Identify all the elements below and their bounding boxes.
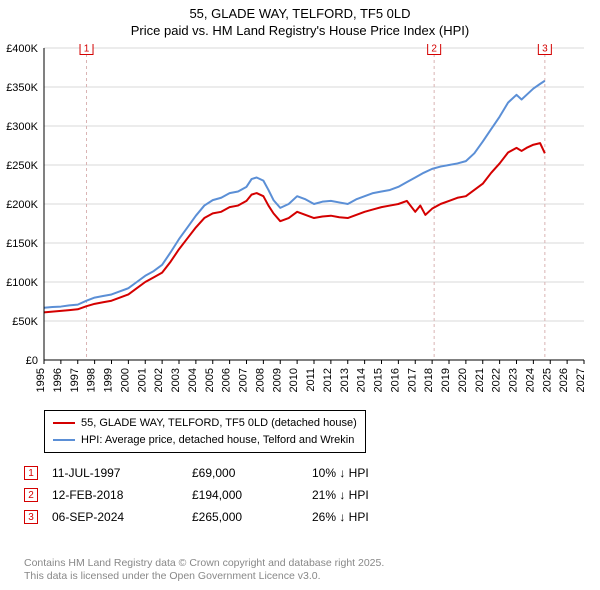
svg-text:2013: 2013 [339,368,351,392]
legend-item: 55, GLADE WAY, TELFORD, TF5 0LD (detache… [53,415,357,432]
svg-text:2005: 2005 [204,368,216,392]
svg-text:1995: 1995 [35,368,47,392]
footer-attribution: Contains HM Land Registry data © Crown c… [24,557,384,584]
record-marker: 2 [24,488,38,502]
svg-text:£350K: £350K [6,82,38,94]
svg-text:2018: 2018 [423,368,435,392]
svg-text:3: 3 [542,44,548,55]
svg-text:2012: 2012 [322,368,334,392]
record-delta: 21% ↓ HPI [312,488,472,502]
svg-text:2008: 2008 [254,368,266,392]
footer-line2: This data is licensed under the Open Gov… [24,570,384,584]
svg-text:2: 2 [431,44,437,55]
record-marker: 3 [24,510,38,524]
svg-text:£100K: £100K [6,277,38,289]
svg-text:2006: 2006 [221,368,233,392]
title-line2: Price paid vs. HM Land Registry's House … [0,23,600,40]
chart-title: 55, GLADE WAY, TELFORD, TF5 0LD Price pa… [0,0,600,40]
svg-text:2024: 2024 [524,368,536,392]
svg-text:2011: 2011 [305,368,317,392]
svg-text:2007: 2007 [238,368,250,392]
svg-text:2017: 2017 [406,368,418,392]
svg-text:£0: £0 [26,355,38,367]
record-date: 12-FEB-2018 [52,488,192,502]
legend: 55, GLADE WAY, TELFORD, TF5 0LD (detache… [44,410,366,453]
record-price: £265,000 [192,510,312,524]
legend-label: 55, GLADE WAY, TELFORD, TF5 0LD (detache… [81,415,357,432]
svg-text:2021: 2021 [474,368,486,392]
svg-text:1996: 1996 [52,368,64,392]
svg-text:2002: 2002 [153,368,165,392]
legend-swatch [53,422,75,424]
record-price: £194,000 [192,488,312,502]
svg-text:£300K: £300K [6,121,38,133]
chart-area: £0 £50K £100K £150K £200K £250K £300K £350K £400… [0,44,600,404]
table-row: 3 06-SEP-2024£265,00026% ↓ HPI [24,506,584,528]
legend-label: HPI: Average price, detached house, Telf… [81,432,354,449]
svg-text:£200K: £200K [6,199,38,211]
svg-text:2020: 2020 [457,368,469,392]
record-price: £69,000 [192,466,312,480]
svg-text:£150K: £150K [6,238,38,250]
svg-text:1999: 1999 [103,368,115,392]
svg-text:2003: 2003 [170,368,182,392]
svg-text:1998: 1998 [86,368,98,392]
svg-text:2001: 2001 [136,368,148,392]
records-table: 1 11-JUL-1997£69,00010% ↓ HPI 2 12-FEB-2018… [24,462,584,528]
svg-text:£250K: £250K [6,160,38,172]
record-date: 06-SEP-2024 [52,510,192,524]
record-date: 11-JUL-1997 [52,466,192,480]
line-chart-svg: £0 £50K £100K £150K £200K £250K £300K £350K £400… [0,44,600,404]
svg-text:2022: 2022 [491,368,503,392]
record-delta: 10% ↓ HPI [312,466,472,480]
record-delta: 26% ↓ HPI [312,510,472,524]
legend-swatch [53,439,75,441]
svg-text:2025: 2025 [541,368,553,392]
legend-item: HPI: Average price, detached house, Telf… [53,432,357,449]
table-row: 1 11-JUL-1997£69,00010% ↓ HPI [24,462,584,484]
svg-text:1997: 1997 [69,368,81,392]
svg-text:2023: 2023 [508,368,520,392]
svg-text:2010: 2010 [288,368,300,392]
svg-text:2015: 2015 [373,368,385,392]
svg-text:£400K: £400K [6,44,38,55]
record-marker: 1 [24,466,38,480]
footer-line1: Contains HM Land Registry data © Crown c… [24,557,384,571]
svg-text:2019: 2019 [440,368,452,392]
svg-text:2014: 2014 [356,368,368,392]
svg-text:£50K: £50K [12,316,38,328]
svg-text:2009: 2009 [271,368,283,392]
svg-text:2004: 2004 [187,368,199,392]
svg-text:1: 1 [84,44,90,55]
svg-text:2027: 2027 [575,368,587,392]
svg-text:2016: 2016 [389,368,401,392]
svg-text:2026: 2026 [558,368,570,392]
title-line1: 55, GLADE WAY, TELFORD, TF5 0LD [0,6,600,23]
table-row: 2 12-FEB-2018£194,00021% ↓ HPI [24,484,584,506]
svg-text:2000: 2000 [119,368,131,392]
